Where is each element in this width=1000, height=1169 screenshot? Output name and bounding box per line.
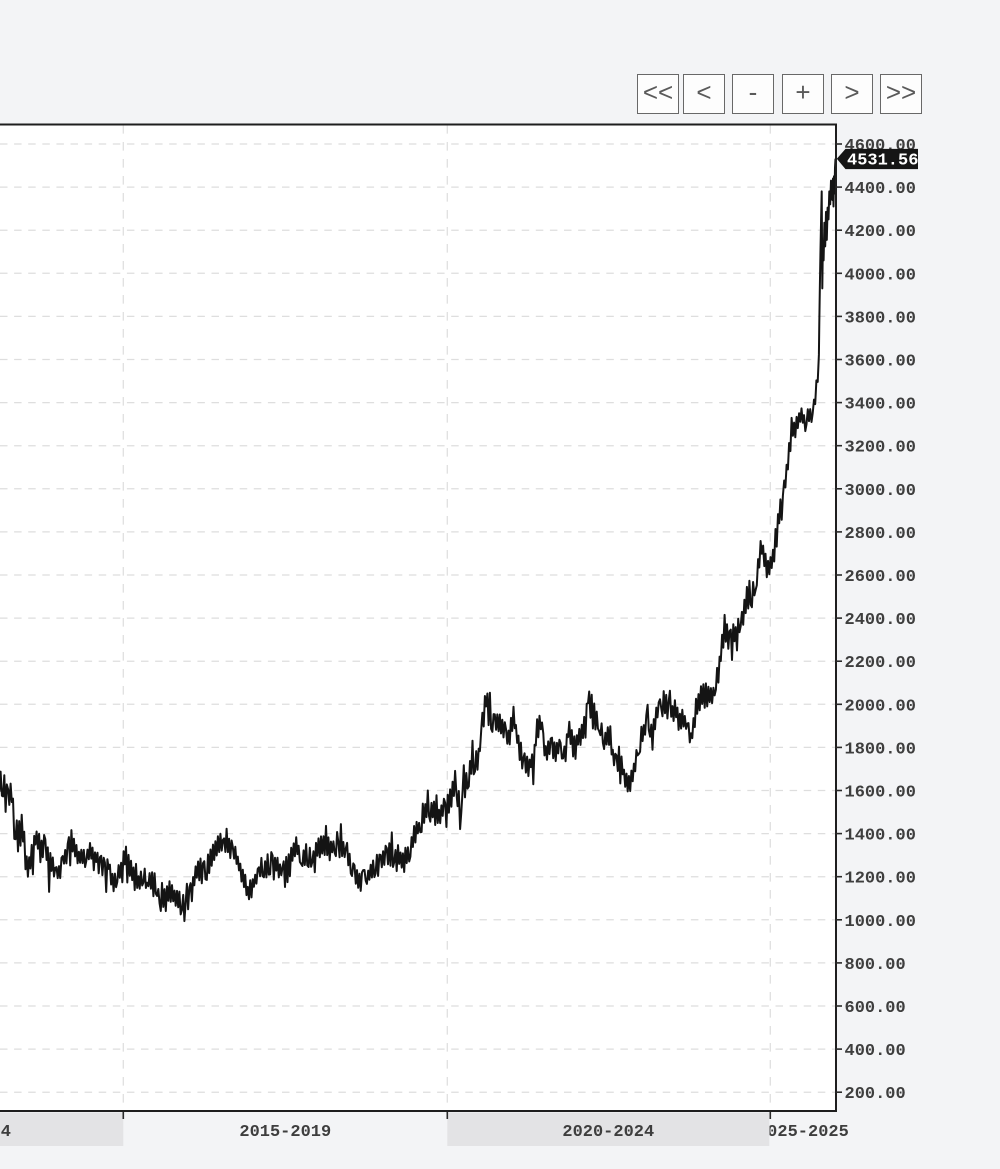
svg-text:2000.00: 2000.00	[845, 697, 916, 716]
svg-text:2200.00: 2200.00	[845, 654, 916, 673]
svg-text:2400.00: 2400.00	[845, 611, 916, 630]
svg-text:3800.00: 3800.00	[845, 309, 916, 328]
svg-text:2015-2019: 2015-2019	[239, 1123, 331, 1142]
svg-text:1800.00: 1800.00	[845, 740, 916, 759]
svg-text:1600.00: 1600.00	[845, 784, 916, 803]
svg-text:2020-2024: 2020-2024	[562, 1123, 654, 1142]
svg-text:1400.00: 1400.00	[845, 827, 916, 846]
svg-text:4400.00: 4400.00	[845, 180, 916, 199]
svg-text:4531.56: 4531.56	[847, 152, 918, 171]
svg-text:3600.00: 3600.00	[845, 353, 916, 372]
svg-text:2025-2025: 2025-2025	[757, 1123, 849, 1142]
svg-text:2600.00: 2600.00	[845, 568, 916, 587]
svg-text:600.00: 600.00	[845, 999, 906, 1018]
svg-text:1200.00: 1200.00	[845, 870, 916, 889]
svg-text:2800.00: 2800.00	[845, 525, 916, 544]
svg-text:3000.00: 3000.00	[845, 482, 916, 501]
svg-text:3200.00: 3200.00	[845, 439, 916, 458]
svg-text:800.00: 800.00	[845, 956, 906, 975]
svg-text:200.00: 200.00	[845, 1085, 906, 1104]
svg-text:4000.00: 4000.00	[845, 266, 916, 285]
svg-text:3400.00: 3400.00	[845, 396, 916, 415]
svg-text:1000.00: 1000.00	[845, 913, 916, 932]
svg-text:4200.00: 4200.00	[845, 223, 916, 242]
svg-text:400.00: 400.00	[845, 1042, 906, 1061]
svg-text:2010-2014: 2010-2014	[0, 1123, 11, 1142]
